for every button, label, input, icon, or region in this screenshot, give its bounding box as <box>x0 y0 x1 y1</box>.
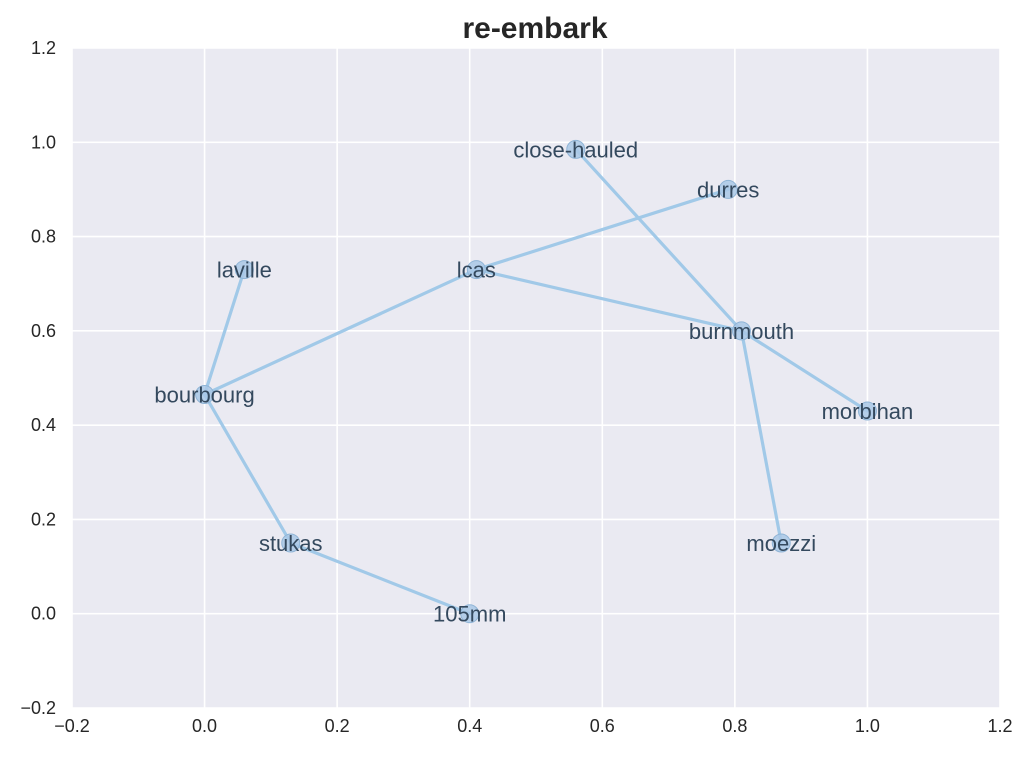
y-tick-label: 0.8 <box>31 227 56 247</box>
y-tick-label: −0.2 <box>20 698 56 718</box>
x-tick-label: −0.2 <box>54 716 90 736</box>
nodes <box>195 139 877 624</box>
node-label-105mm: 105mm <box>433 602 506 627</box>
node-label-bourbourg: bourbourg <box>154 383 254 408</box>
node-durres <box>718 179 738 199</box>
plot-background <box>72 48 1000 708</box>
node-105mm <box>460 604 480 624</box>
node-close-hauled <box>566 139 586 159</box>
edge-stukas-105mm <box>289 541 472 616</box>
node-burnmouth <box>731 321 751 341</box>
edge-durres-lcas <box>474 187 730 272</box>
node-label-laville: laville <box>217 258 272 283</box>
node-labels: close-hauled durres lcas laville burnmouth bo… <box>154 137 913 626</box>
x-tick-label: 1.0 <box>855 716 880 736</box>
x-tick-label: 0.4 <box>457 716 482 736</box>
y-tick-label: 1.2 <box>31 38 56 58</box>
y-tick-label: 0.2 <box>31 509 56 529</box>
node-lcas <box>466 260 486 280</box>
y-tick-label: 0.6 <box>31 321 56 341</box>
node-stukas <box>281 533 301 553</box>
node-label-durres: durres <box>697 177 759 202</box>
y-tick-label: 0.0 <box>31 604 56 624</box>
edge-lcas-burnmouth <box>474 267 744 333</box>
node-bourbourg <box>195 385 215 404</box>
grid-lines <box>71 47 1001 709</box>
node-label-stukas: stukas <box>259 531 323 556</box>
y-tick-label: 1.0 <box>31 132 56 152</box>
x-tick-label: 1.2 <box>987 716 1012 736</box>
edge-burnmouth-morbihan <box>739 329 870 413</box>
x-tick-label: 0.8 <box>722 716 747 736</box>
x-tick-label: 0.0 <box>192 716 217 736</box>
node-label-lcas: lcas <box>457 258 496 283</box>
x-tick-label: 0.6 <box>590 716 615 736</box>
chart-title: re-embark <box>462 12 607 45</box>
x-tick-label: 0.2 <box>325 716 350 736</box>
y-axis-ticks: −0.2 0.0 0.2 0.4 0.6 0.8 1.0 1.2 <box>20 38 56 718</box>
edges <box>202 147 870 616</box>
node-label-burnmouth: burnmouth <box>689 319 794 344</box>
node-label-close-hauled: close-hauled <box>513 137 638 162</box>
edge-bourbourg-stukas <box>202 392 293 545</box>
x-axis-ticks: −0.2 0.0 0.2 0.4 0.6 0.8 1.0 1.2 <box>54 716 1012 736</box>
node-label-morbihan: morbihan <box>822 399 914 424</box>
edge-close-hauled-burnmouth <box>574 147 744 333</box>
edge-burnmouth-moezzi <box>739 329 783 545</box>
edge-laville-bourbourg <box>202 267 246 397</box>
y-tick-label: 0.4 <box>31 415 56 435</box>
node-laville <box>234 260 254 280</box>
node-label-moezzi: moezzi <box>746 531 816 556</box>
node-morbihan <box>857 401 877 421</box>
node-moezzi <box>771 533 791 553</box>
edge-lcas-bourbourg <box>202 267 478 397</box>
